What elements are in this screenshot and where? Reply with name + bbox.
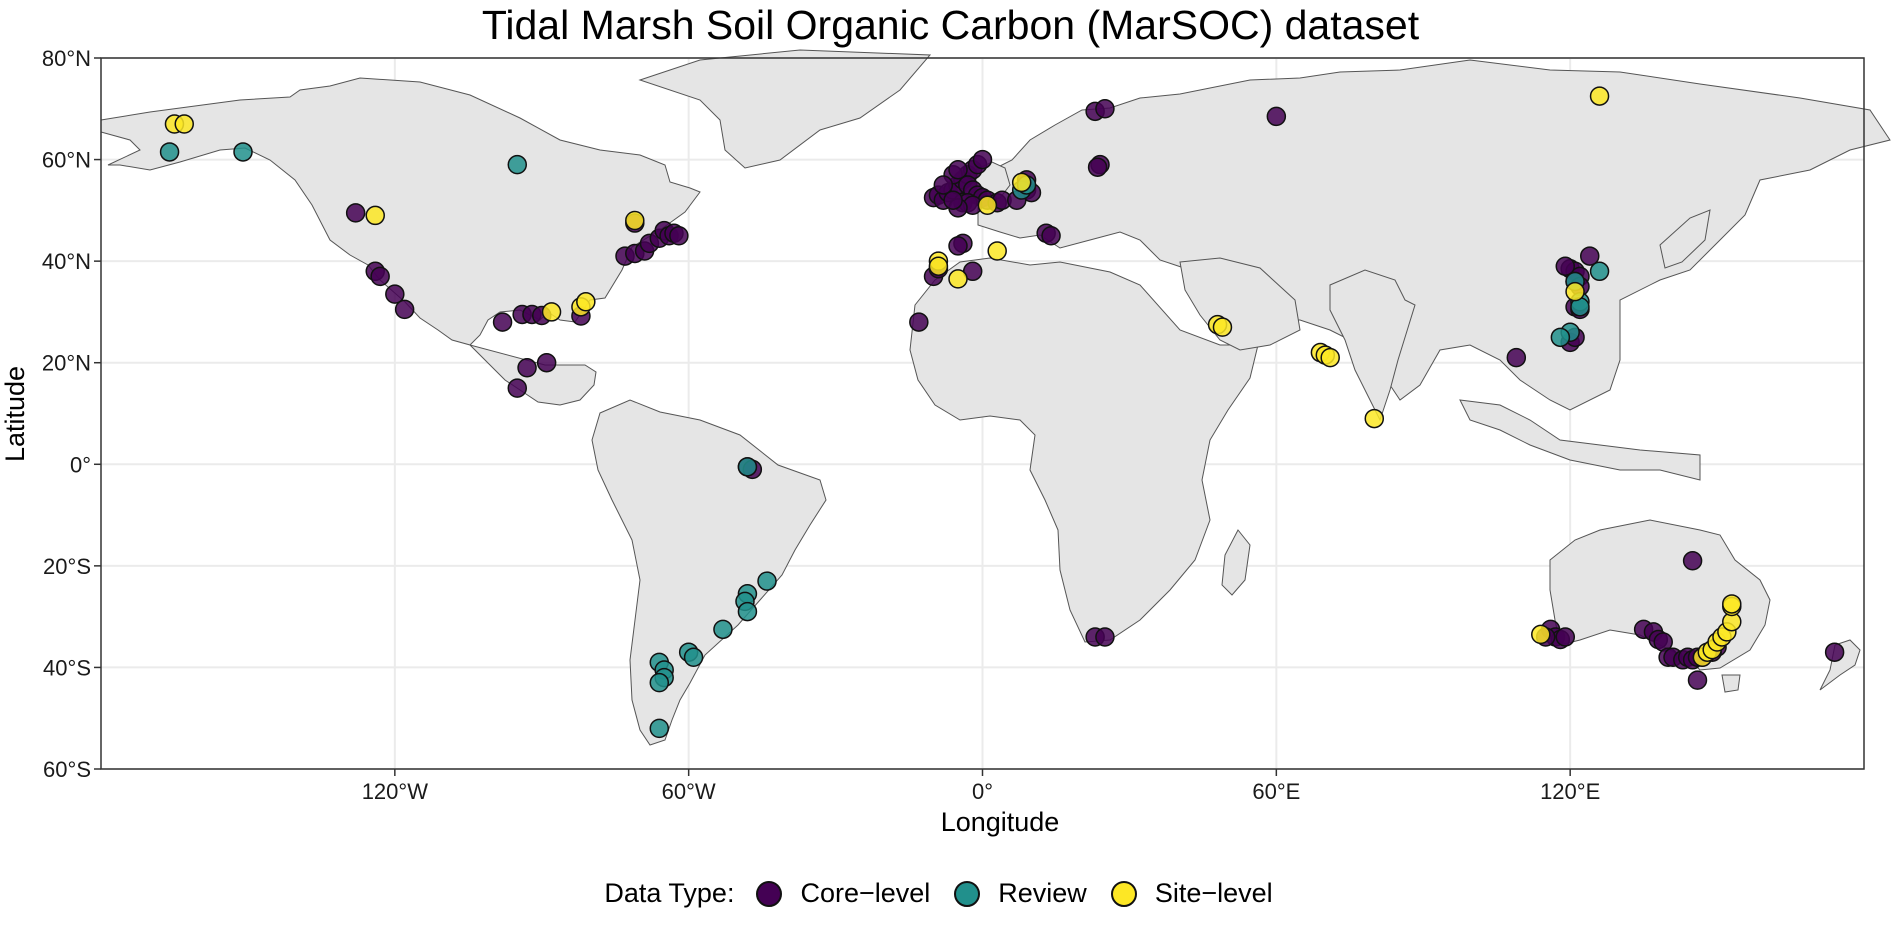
site-point-site-level xyxy=(977,195,998,216)
site-point-core-level xyxy=(943,190,963,210)
land-masses xyxy=(100,49,1891,746)
site-point-site-level xyxy=(987,241,1007,261)
site-point-core-level xyxy=(394,299,415,320)
site-point-core-level xyxy=(1266,106,1287,127)
y-tick-label: 40°N xyxy=(42,249,91,274)
new-zealand-land xyxy=(1819,639,1861,691)
site-point-core-level xyxy=(1041,226,1061,246)
site-point-site-level xyxy=(576,292,596,312)
legend-label-core-level: Core−level xyxy=(800,878,931,908)
y-tick-label: 0° xyxy=(70,452,91,477)
site-point-review xyxy=(159,142,180,162)
legend-item-site-level: Site−level xyxy=(1110,878,1273,909)
site-point-review xyxy=(649,718,670,739)
site-point-core-level xyxy=(1095,627,1115,647)
site-point-core-level xyxy=(948,236,968,256)
map-title: Tidal Marsh Soil Organic Carbon (MarSOC)… xyxy=(481,2,1420,48)
japan-land xyxy=(1659,209,1711,269)
tasmania-land xyxy=(1721,674,1741,693)
site-point-core-level xyxy=(909,312,929,332)
site-point-core-level xyxy=(1555,256,1576,276)
southeast-asia-land xyxy=(1459,399,1701,481)
site-point-core-level xyxy=(370,266,390,287)
site-point-core-level xyxy=(933,175,954,195)
legend-title: Data Type: xyxy=(604,878,735,908)
site-point-core-level xyxy=(948,159,968,180)
site-point-site-level xyxy=(1011,172,1032,193)
legend-key-review xyxy=(954,880,981,907)
site-point-core-level xyxy=(507,378,528,398)
legend-key-core-level xyxy=(756,880,783,907)
site-point-core-level xyxy=(536,352,557,373)
legend: Data Type: Core−level Review Site−level xyxy=(0,878,1901,909)
site-point-review xyxy=(757,571,777,591)
site-point-site-level xyxy=(1531,624,1551,645)
site-point-core-level xyxy=(1682,551,1703,571)
site-point-site-level xyxy=(1722,594,1742,614)
site-point-core-level xyxy=(492,312,513,332)
site-point-review xyxy=(683,647,704,668)
legend-key-site-level xyxy=(1110,880,1137,907)
site-point-site-level xyxy=(1589,86,1610,106)
madagascar-land xyxy=(1221,529,1251,596)
site-point-site-level xyxy=(174,114,195,134)
india-land xyxy=(1329,269,1416,422)
site-point-review xyxy=(1589,261,1610,282)
x-tick-label: 60°W xyxy=(662,779,716,804)
north-america-land xyxy=(100,77,701,406)
site-point-site-level xyxy=(928,256,949,276)
site-point-core-level xyxy=(517,358,537,378)
site-point-review xyxy=(507,154,528,175)
site-point-core-level xyxy=(345,203,366,223)
site-point-review xyxy=(649,672,670,693)
x-tick-label: 0° xyxy=(972,779,993,804)
africa-land xyxy=(909,257,1259,643)
site-point-review xyxy=(233,142,253,162)
y-axis-ticks: 80°N 60°N 40°N 20°N 0° 20°S 40°S 60°S xyxy=(42,46,101,782)
site-point-core-level xyxy=(669,226,689,246)
y-tick-label: 60°S xyxy=(43,757,91,782)
legend-item-review: Review xyxy=(954,878,1087,909)
site-point-review xyxy=(737,457,758,477)
world-map-chart: 80°N 60°N 40°N 20°N 0° 20°S 40°S 60°S 120°W 60°W… xyxy=(0,46,1891,837)
site-point-core-level xyxy=(1580,246,1600,266)
site-point-site-level xyxy=(1364,408,1385,429)
x-tick-label: 120°W xyxy=(362,779,429,804)
site-point-review xyxy=(737,601,758,622)
y-tick-label: 20°S xyxy=(43,554,91,579)
site-point-core-level xyxy=(972,149,993,170)
site-point-core-level xyxy=(1095,99,1115,119)
site-point-core-level xyxy=(1824,642,1845,662)
greenland-land xyxy=(638,49,932,169)
site-point-site-level xyxy=(365,205,385,226)
europe-asia-land xyxy=(977,59,1891,411)
y-tick-label: 60°N xyxy=(42,148,91,173)
south-america-land xyxy=(591,399,827,746)
site-point-site-level xyxy=(948,269,968,289)
y-axis-label: Latitude xyxy=(0,366,30,462)
x-axis-label: Longitude xyxy=(941,807,1060,837)
site-point-site-level xyxy=(1320,347,1340,368)
site-point-site-level xyxy=(625,210,645,231)
site-point-core-level xyxy=(1555,627,1576,647)
site-point-site-level xyxy=(1565,281,1585,302)
x-axis-ticks: 120°W 60°W 0° 60°E 120°E xyxy=(362,769,1600,804)
site-point-core-level xyxy=(1506,347,1527,368)
site-point-core-level xyxy=(1687,670,1708,690)
site-point-review xyxy=(1550,327,1571,348)
legend-label-site-level: Site−level xyxy=(1154,878,1273,908)
site-point-site-level xyxy=(541,302,562,322)
site-point-site-level xyxy=(1212,317,1233,337)
site-point-core-level xyxy=(1087,157,1108,177)
legend-label-review: Review xyxy=(998,878,1087,908)
site-point-review xyxy=(713,619,733,640)
legend-item-core-level: Core−level xyxy=(756,878,930,909)
x-tick-label: 60°E xyxy=(1252,779,1300,804)
site-markers xyxy=(159,86,1845,739)
x-tick-label: 120°E xyxy=(1540,779,1600,804)
y-tick-label: 20°N xyxy=(42,351,91,376)
y-tick-label: 80°N xyxy=(42,46,91,71)
y-tick-label: 40°S xyxy=(43,655,91,680)
site-point-core-level xyxy=(385,284,405,304)
